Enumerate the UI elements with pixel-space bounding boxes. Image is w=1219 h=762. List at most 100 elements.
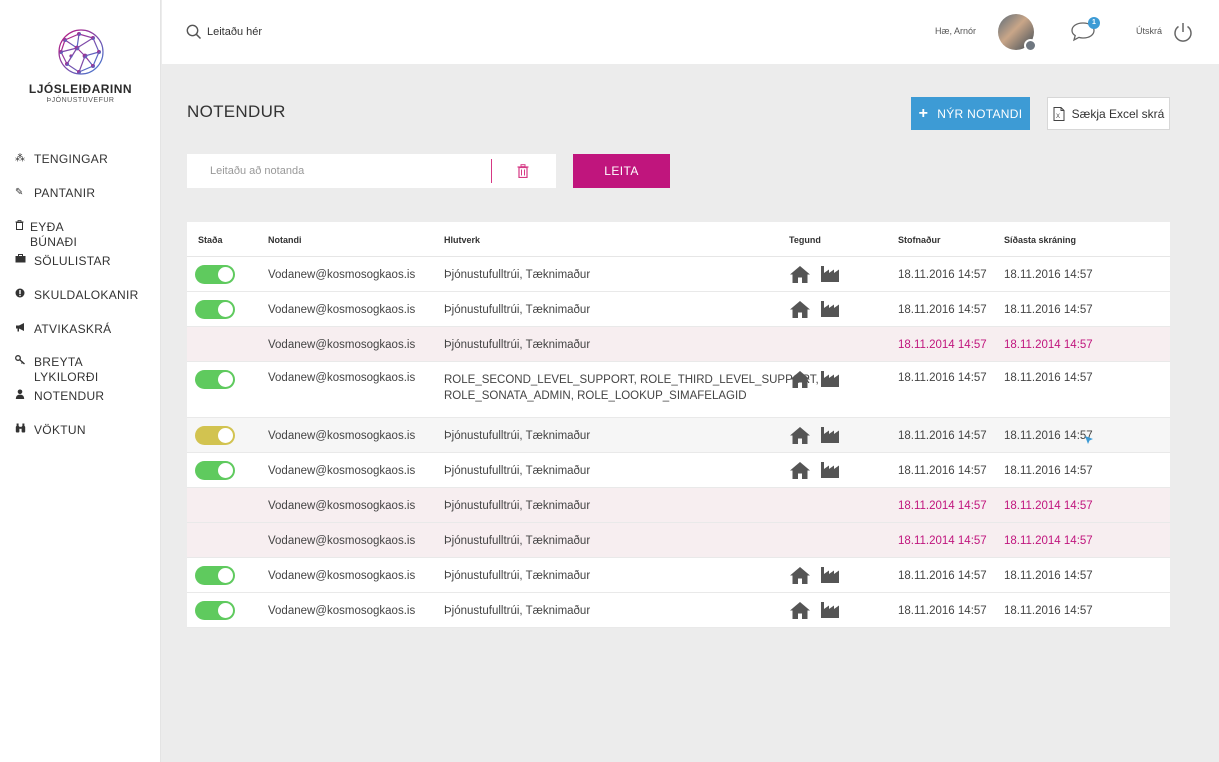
user-email[interactable]: Vodanew@kosmosogkaos.is bbox=[268, 465, 416, 477]
brand-logo[interactable]: LJÓSLEIÐARINN ÞJÓNUSTUVEFUR bbox=[0, 26, 161, 104]
user-role: Þjónustufulltrúi, Tæknimaður bbox=[444, 500, 591, 512]
avatar-status-badge bbox=[1024, 39, 1037, 52]
power-icon[interactable] bbox=[1172, 21, 1194, 48]
home-icon bbox=[789, 461, 811, 485]
status-toggle[interactable] bbox=[195, 265, 235, 284]
sidebar-item-voktun[interactable]: VÖKTUN bbox=[15, 423, 86, 438]
user-role: Þjónustufulltrúi, Tæknimaður bbox=[444, 304, 591, 316]
user-role: Þjónustufulltrúi, Tæknimaður bbox=[444, 465, 591, 477]
user-email[interactable]: Vodanew@kosmosogkaos.is bbox=[268, 570, 416, 582]
user-email[interactable]: Vodanew@kosmosogkaos.is bbox=[268, 372, 416, 384]
sidebar-item-label: TENGINGAR bbox=[34, 152, 109, 166]
status-toggle[interactable] bbox=[195, 426, 235, 445]
last-login-date: 18.11.2014 14:57 bbox=[1004, 535, 1093, 547]
sidebar-item-label: NOTENDUR bbox=[34, 389, 105, 403]
user-role: Þjónustufulltrúi, Tæknimaður bbox=[444, 269, 591, 281]
excel-file-icon: X bbox=[1053, 106, 1065, 121]
status-toggle[interactable] bbox=[195, 300, 235, 319]
last-login-date: 18.11.2016 14:57 bbox=[1004, 430, 1093, 442]
toggle-knob bbox=[218, 568, 233, 583]
table-row[interactable]: Vodanew@kosmosogkaos.is Þjónustufulltrúi,… bbox=[187, 523, 1170, 558]
megaphone-icon bbox=[15, 322, 28, 337]
home-icon bbox=[789, 601, 811, 625]
sidebar-item-skuldalokanir[interactable]: SKULDALOKANIR bbox=[15, 288, 139, 303]
new-user-label: NÝR NOTANDI bbox=[937, 106, 1023, 121]
table-row[interactable]: Vodanew@kosmosogkaos.is Þjónustufulltrúi,… bbox=[187, 453, 1170, 488]
sidebar-item-breyta-lykilordi[interactable]: BREYTA LYKILORÐI bbox=[15, 355, 99, 385]
column-header-type[interactable]: Tegund bbox=[789, 235, 821, 245]
created-date: 18.11.2016 14:57 bbox=[898, 269, 987, 281]
created-date: 18.11.2016 14:57 bbox=[898, 465, 987, 477]
sidebar-item-tengingar[interactable]: ⁂ TENGINGAR bbox=[15, 152, 108, 167]
table-row[interactable]: Vodanew@kosmosogkaos.is Þjónustufulltrúi,… bbox=[187, 327, 1170, 362]
status-toggle[interactable] bbox=[195, 370, 235, 389]
sidebar-item-atvikaskra[interactable]: ATVIKASKRÁ bbox=[15, 322, 111, 337]
home-icon bbox=[789, 300, 811, 324]
table-row[interactable]: Vodanew@kosmosogkaos.is Þjónustufulltrúi,… bbox=[187, 292, 1170, 327]
column-header-role[interactable]: Hlutverk bbox=[444, 235, 481, 245]
table-row[interactable]: Vodanew@kosmosogkaos.is Þjónustufulltrúi,… bbox=[187, 257, 1170, 292]
table-row[interactable]: Vodanew@kosmosogkaos.is Þjónustufulltrúi,… bbox=[187, 558, 1170, 593]
factory-icon bbox=[820, 300, 840, 323]
column-header-created[interactable]: Stofnaður bbox=[898, 235, 941, 245]
sidebar-item-label: EYÐA BÚNAÐI bbox=[30, 220, 78, 249]
column-header-last-login[interactable]: Síðasta skráning bbox=[1004, 235, 1077, 245]
sidebar-item-solulistar[interactable]: SÖLULISTAR bbox=[15, 254, 111, 269]
status-toggle[interactable] bbox=[195, 566, 235, 585]
global-search-input[interactable] bbox=[207, 21, 507, 43]
binoculars-icon bbox=[15, 423, 28, 438]
user-greeting: Hæ, Arnór bbox=[935, 26, 977, 36]
sidebar-item-pantanir[interactable]: ✎ PANTANIR bbox=[15, 186, 95, 201]
user-email[interactable]: Vodanew@kosmosogkaos.is bbox=[268, 535, 416, 547]
sidebar-item-label: SÖLULISTAR bbox=[34, 254, 111, 268]
new-user-button[interactable]: + NÝR NOTANDI bbox=[911, 97, 1030, 130]
created-date: 18.11.2014 14:57 bbox=[898, 500, 987, 512]
sidebar-item-label: BREYTA LYKILORÐI bbox=[34, 355, 99, 384]
users-table: Staða Notandi Hlutverk Tegund Stofnaður … bbox=[187, 222, 1170, 628]
avatar[interactable] bbox=[998, 14, 1037, 52]
chat-icon[interactable] bbox=[1070, 20, 1096, 47]
search-button[interactable]: LEITA bbox=[573, 154, 670, 188]
table-row[interactable]: Vodanew@kosmosogkaos.is ROLE_SECOND_LEVEL… bbox=[187, 362, 1170, 418]
download-excel-label: Sækja Excel skrá bbox=[1071, 106, 1165, 121]
pointer-cursor-icon bbox=[1084, 432, 1094, 444]
home-icon bbox=[789, 370, 811, 394]
sidebar-item-label: VÖKTUN bbox=[34, 423, 86, 437]
created-date: 18.11.2016 14:57 bbox=[898, 304, 987, 316]
table-row[interactable]: Vodanew@kosmosogkaos.is Þjónustufulltrúi,… bbox=[187, 488, 1170, 523]
factory-icon bbox=[820, 426, 840, 449]
user-email[interactable]: Vodanew@kosmosogkaos.is bbox=[268, 269, 416, 281]
column-header-status[interactable]: Staða bbox=[198, 235, 223, 245]
table-body: Vodanew@kosmosogkaos.is Þjónustufulltrúi,… bbox=[187, 257, 1170, 628]
network-logo-icon bbox=[57, 29, 104, 75]
status-toggle[interactable] bbox=[195, 461, 235, 480]
factory-icon bbox=[820, 461, 840, 484]
table-row[interactable]: Vodanew@kosmosogkaos.is Þjónustufulltrúi,… bbox=[187, 593, 1170, 628]
sidebar-item-eyda-bunadi[interactable]: EYÐA BÚNAÐI bbox=[15, 220, 81, 250]
status-toggle[interactable] bbox=[195, 601, 235, 620]
user-email[interactable]: Vodanew@kosmosogkaos.is bbox=[268, 500, 416, 512]
user-search-input[interactable] bbox=[210, 160, 480, 182]
table-row[interactable]: Vodanew@kosmosogkaos.is Þjónustufulltrúi,… bbox=[187, 418, 1170, 453]
download-excel-button[interactable]: X Sækja Excel skrá bbox=[1047, 97, 1170, 130]
last-login-date: 18.11.2016 14:57 bbox=[1004, 372, 1093, 384]
user-email[interactable]: Vodanew@kosmosogkaos.is bbox=[268, 339, 416, 351]
user-email[interactable]: Vodanew@kosmosogkaos.is bbox=[268, 304, 416, 316]
home-icon bbox=[789, 265, 811, 289]
user-email[interactable]: Vodanew@kosmosogkaos.is bbox=[268, 605, 416, 617]
sidebar-item-notendur[interactable]: NOTENDUR bbox=[15, 389, 104, 404]
last-login-date: 18.11.2016 14:57 bbox=[1004, 465, 1093, 477]
last-login-date: 18.11.2016 14:57 bbox=[1004, 570, 1093, 582]
clear-trash-icon[interactable] bbox=[517, 164, 529, 183]
logout-link[interactable]: Útskrá bbox=[1136, 26, 1163, 36]
user-icon bbox=[15, 389, 28, 404]
last-login-date: 18.11.2016 14:57 bbox=[1004, 269, 1093, 281]
search-icon[interactable] bbox=[186, 24, 202, 45]
toggle-knob bbox=[218, 372, 233, 387]
user-role: Þjónustufulltrúi, Tæknimaður bbox=[444, 570, 591, 582]
user-role: Þjónustufulltrúi, Tæknimaður bbox=[444, 430, 591, 442]
column-header-user[interactable]: Notandi bbox=[268, 235, 302, 245]
created-date: 18.11.2016 14:57 bbox=[898, 372, 987, 384]
created-date: 18.11.2016 14:57 bbox=[898, 570, 987, 582]
user-email[interactable]: Vodanew@kosmosogkaos.is bbox=[268, 430, 416, 442]
